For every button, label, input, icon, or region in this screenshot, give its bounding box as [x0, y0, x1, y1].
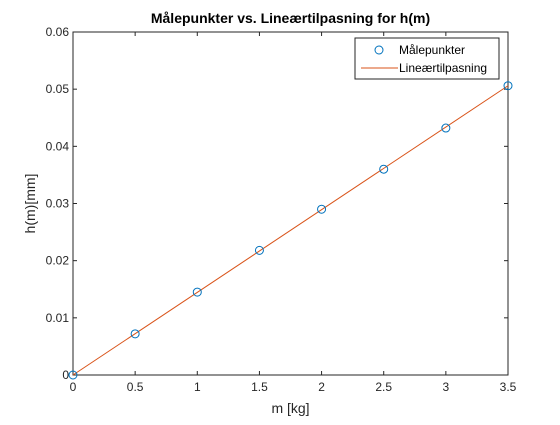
y-tick-label: 0.06 — [46, 25, 70, 39]
x-tick-label: 1.5 — [251, 380, 268, 394]
data-point-marker — [68, 370, 78, 380]
x-tick-label: 3 — [443, 380, 450, 394]
axes-box — [72, 31, 509, 376]
x-tick-label: 3.5 — [500, 380, 517, 394]
series-line-linear-fit — [72, 85, 509, 376]
data-point-marker — [130, 329, 140, 339]
x-tick-label: 1 — [194, 380, 201, 394]
x-tick-label: 0 — [70, 380, 77, 394]
data-point-marker — [503, 81, 513, 91]
y-tick-label: 0.05 — [46, 82, 70, 96]
x-tick-label: 2 — [318, 380, 325, 394]
legend: Målepunkter Lineærtilpasning — [354, 37, 500, 80]
y-tick-label: 0 — [62, 368, 69, 382]
data-point-marker — [379, 164, 389, 174]
data-point-marker — [441, 123, 451, 133]
y-tick-label: 0.04 — [46, 139, 70, 153]
legend-marker-circle — [374, 45, 384, 55]
ticks: 0 0.5 1 1.5 2 2.5 3 3.5 0 0.01 0.02 0.03 0.04 0.05 0.0… — [46, 25, 517, 394]
legend-box — [354, 37, 500, 80]
legend-label-malepunkter: Målepunkter — [399, 43, 465, 57]
data-point-marker — [317, 204, 327, 214]
y-tick-label: 0.03 — [46, 197, 70, 211]
data-point-marker — [192, 287, 202, 297]
x-tick-label: 0.5 — [127, 380, 144, 394]
x-tick-label: 2.5 — [375, 380, 392, 394]
plot-area: 0 0.5 1 1.5 2 2.5 3 3.5 0 0.01 0.02 0.03 0.04 0.05 0.0… — [46, 25, 517, 394]
legend-label-linear-fit: Lineærtilpasning — [399, 61, 487, 75]
y-tick-label: 0.01 — [46, 311, 70, 325]
chart-title: Målepunkter vs. Lineærtilpasning for h(m… — [151, 10, 430, 26]
series-layer — [68, 81, 513, 380]
x-axis-label: m [kg] — [271, 400, 309, 416]
data-point-marker — [254, 245, 264, 255]
y-axis-label: h(m)[mm] — [22, 174, 38, 234]
y-tick-label: 0.02 — [46, 254, 70, 268]
